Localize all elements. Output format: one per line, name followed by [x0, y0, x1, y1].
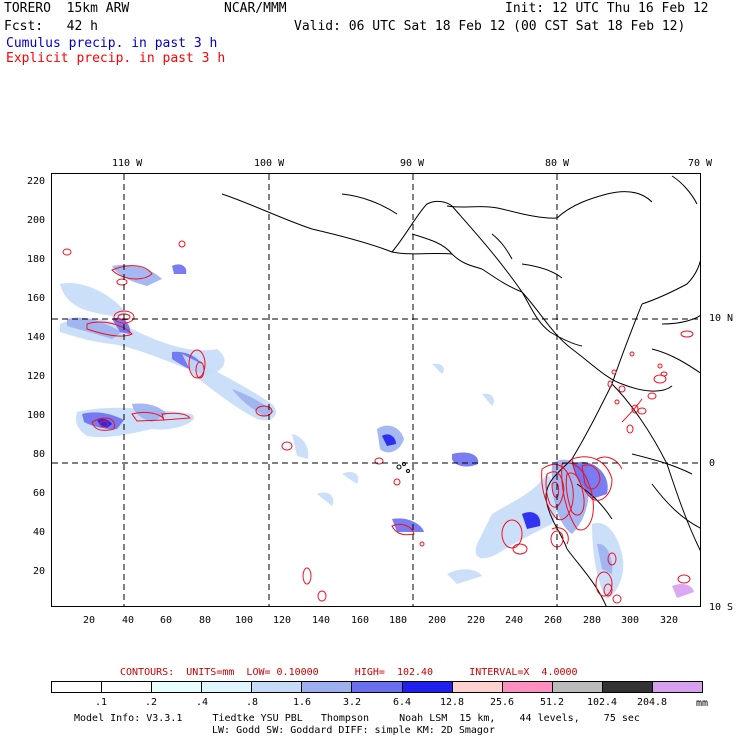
contours-info: CONTOURS: UNITS=mm LOW= 0.10000 HIGH= 10…: [120, 667, 578, 678]
y-tick: 60: [33, 488, 46, 499]
explicit-precip-contours: [62, 240, 694, 604]
colorbar-swatch: [152, 682, 203, 692]
x-tick: 120: [273, 615, 292, 626]
cumulus-precip-label: Cumulus precip. in past 3 h: [6, 36, 218, 51]
center-name: NCAR/MMM: [224, 1, 287, 16]
colorbar-unit: mm: [696, 698, 709, 709]
y-tick: 200: [27, 215, 46, 226]
x-tick: 60: [160, 615, 173, 626]
colorbar-level: 25.6: [489, 697, 515, 708]
y-tick: 20: [33, 566, 46, 577]
colorbar-level: 12.8: [439, 697, 465, 708]
model-info: Model Info: V3.3.1 Tiedtke YSU PBL Thomp…: [74, 713, 640, 724]
coastlines: [221, 175, 700, 606]
x-tick: 320: [660, 615, 679, 626]
x-tick: 220: [467, 615, 486, 626]
colorbar-level: .4: [195, 697, 209, 708]
colorbar-swatch: [652, 682, 703, 692]
x-tick: 20: [83, 615, 96, 626]
graticule: [52, 174, 700, 606]
lat-label-0: 0: [709, 458, 716, 469]
forecast-hour: Fcst: 42 h: [4, 19, 98, 34]
x-tick: 200: [428, 615, 447, 626]
lon-label-80w: 80 W: [545, 158, 570, 169]
colorbar-swatch: [352, 682, 403, 692]
x-tick: 140: [312, 615, 331, 626]
model-physics: LW: Godd SW: Goddard DIFF: simple KM: 2D…: [212, 725, 495, 736]
x-tick: 280: [583, 615, 602, 626]
colorbar-swatch: [452, 682, 503, 692]
colorbar-swatch: [252, 682, 303, 692]
colorbar-level: 1.6: [292, 697, 312, 708]
y-tick: 160: [27, 293, 46, 304]
y-tick: 180: [27, 254, 46, 265]
y-tick: 220: [27, 176, 46, 187]
colorbar-level: 6.4: [392, 697, 412, 708]
x-tick: 300: [621, 615, 640, 626]
lon-label-70w: 70 W: [688, 158, 713, 169]
model-title: TORERO 15km ARW: [4, 1, 130, 16]
colorbar-swatch: [52, 682, 103, 692]
x-tick: 180: [389, 615, 408, 626]
colorbar-swatch: [552, 682, 603, 692]
x-tick: 80: [199, 615, 212, 626]
lon-label-100w: 100 W: [254, 158, 285, 169]
precip-map: [51, 173, 701, 607]
colorbar-level: 3.2: [342, 697, 362, 708]
colorbar-swatch: [102, 682, 153, 692]
y-tick: 120: [27, 371, 46, 382]
colorbar-swatch: [402, 682, 453, 692]
colorbar-swatch: [502, 682, 553, 692]
x-tick: 160: [351, 615, 370, 626]
colorbar-level: 204.8: [636, 697, 668, 708]
y-tick: 100: [27, 410, 46, 421]
valid-time: Valid: 06 UTC Sat 18 Feb 12 (00 CST Sat …: [294, 19, 686, 34]
colorbar-level: 102.4: [586, 697, 618, 708]
lat-label-10s: 10 S: [709, 602, 734, 613]
init-time: Init: 12 UTC Thu 16 Feb 12: [505, 1, 709, 16]
colorbar-swatch: [602, 682, 653, 692]
explicit-precip-label: Explicit precip. in past 3 h: [6, 51, 226, 66]
lat-label-10n: 10 N: [709, 313, 734, 324]
x-tick: 240: [505, 615, 524, 626]
y-tick: 80: [33, 449, 46, 460]
colorbar-swatch: [302, 682, 353, 692]
colorbar-swatch: [202, 682, 253, 692]
x-tick: 100: [235, 615, 254, 626]
colorbar: [51, 681, 703, 693]
colorbar-level: 51.2: [539, 697, 565, 708]
x-tick: 260: [544, 615, 563, 626]
cumulus-precip-areas: [60, 264, 694, 599]
colorbar-level: .8: [245, 697, 259, 708]
colorbar-level: .2: [144, 697, 158, 708]
x-tick: 40: [122, 615, 135, 626]
y-tick: 140: [27, 332, 46, 343]
lon-label-90w: 90 W: [400, 158, 425, 169]
lon-label-110w: 110 W: [112, 158, 143, 169]
y-tick: 40: [33, 527, 46, 538]
colorbar-level: .1: [94, 697, 108, 708]
